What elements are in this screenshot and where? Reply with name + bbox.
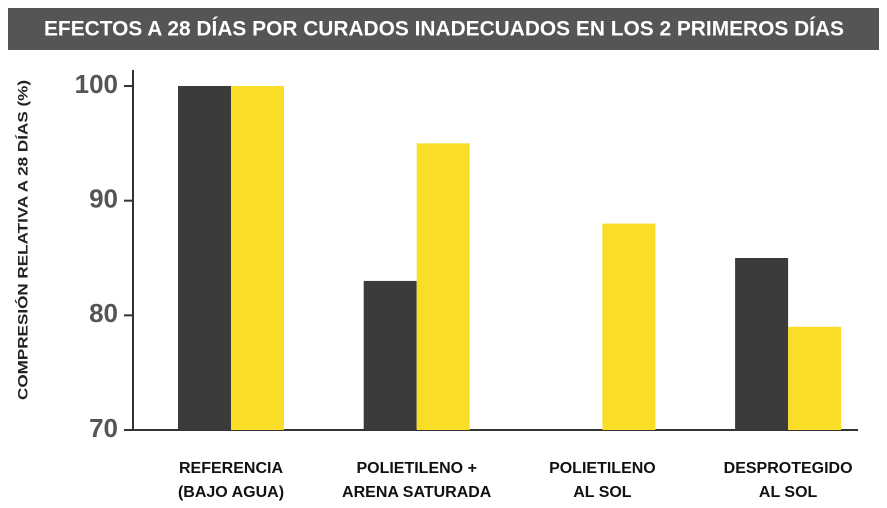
x-tick-label: DESPROTEGIDO bbox=[724, 460, 853, 477]
x-tick-label: POLIETILENO + bbox=[356, 460, 476, 477]
x-tick-label: (BAJO AGUA) bbox=[178, 484, 284, 501]
chart-title: EFECTOS A 28 DÍAS POR CURADOS INADECUADO… bbox=[44, 18, 844, 41]
y-axis-label: COMPRESIÓN RELATIVA A 28 DÍAS (%) bbox=[14, 80, 31, 400]
bar bbox=[231, 86, 284, 430]
bar bbox=[416, 143, 470, 431]
x-tick-label: AL SOL bbox=[573, 484, 632, 501]
bar bbox=[363, 280, 417, 430]
x-tick-label: REFERENCIA bbox=[179, 460, 283, 477]
x-tick-label: POLIETILENO bbox=[549, 460, 656, 477]
x-tick-label: AL SOL bbox=[759, 484, 818, 501]
bar bbox=[788, 326, 842, 430]
y-tick-label: 80 bbox=[89, 298, 118, 328]
bar bbox=[178, 86, 231, 430]
y-tick-label: 70 bbox=[89, 413, 118, 443]
y-tick-label: 100 bbox=[75, 69, 118, 99]
title-bar bbox=[8, 8, 879, 50]
x-tick-label: ARENA SATURADA bbox=[342, 484, 492, 501]
y-tick-label: 90 bbox=[89, 184, 118, 214]
bar bbox=[602, 223, 656, 430]
bar bbox=[735, 258, 789, 430]
